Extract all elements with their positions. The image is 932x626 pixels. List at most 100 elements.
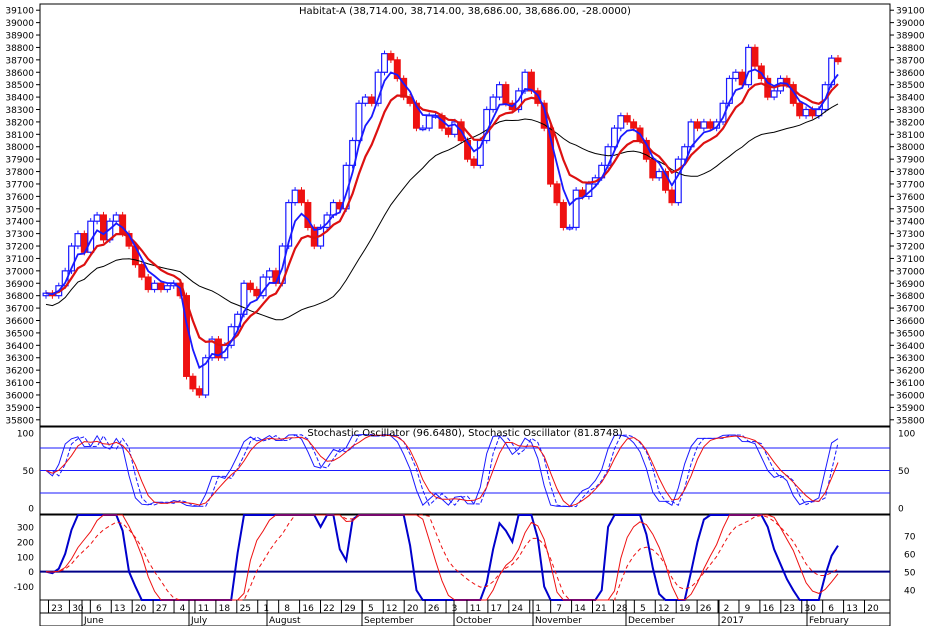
price-tick-label: 38500 (5, 81, 34, 91)
price-bar (381, 53, 388, 73)
moving-average-lines (45, 68, 839, 370)
time-day-label: 20 (867, 604, 879, 614)
time-day-label: 3 (452, 604, 458, 614)
price-bar (74, 233, 82, 247)
price-bar (687, 121, 695, 148)
time-day-label: 25 (240, 604, 251, 614)
price-tick-label: 36200 (5, 367, 34, 377)
price-bar (208, 338, 216, 359)
time-day-label: 11 (198, 604, 209, 614)
price-tick-label: 37400 (5, 218, 34, 228)
momentum-right-tick-label: 50 (904, 569, 916, 579)
price-bar (527, 71, 535, 92)
price-tick-label: 38600 (896, 69, 925, 79)
price-tick-label: 38800 (896, 44, 925, 54)
momentum-tick-label: 300 (17, 523, 34, 533)
price-bar (681, 146, 689, 160)
time-day-label: 22 (323, 604, 334, 614)
time-day-label: 26 (700, 604, 712, 614)
price-bar (68, 245, 76, 272)
time-day-label: 30 (72, 604, 84, 614)
time-day-label: 6 (96, 604, 102, 614)
price-tick-label: 37200 (896, 243, 925, 253)
price-tick-label: 37800 (896, 168, 925, 178)
stochastic-tick-label: 50 (898, 467, 910, 477)
price-tick-label: 38400 (896, 94, 925, 104)
price-bar (444, 127, 452, 135)
time-day-label: 2 (724, 604, 730, 614)
time-month-label: November (535, 616, 582, 626)
time-axis: 23 30 6 13 20 27 4 11 18 25 1 8 16 22 29 5 12 20 26 3 11 17 24… (40, 600, 890, 626)
price-bar (751, 46, 759, 67)
price-bar (253, 288, 261, 297)
momentum-tick-label: 100 (17, 553, 34, 563)
price-tick-label: 38000 (896, 143, 925, 153)
price-tick-label: 39000 (896, 19, 925, 29)
momentum-right-tick-label: 70 (904, 533, 916, 543)
price-tick-label: 37600 (5, 193, 34, 203)
time-day-label: 18 (219, 604, 231, 614)
price-bar (802, 108, 810, 117)
panel-frames (39, 3, 891, 626)
time-month-label: June (83, 616, 104, 626)
price-tick-label: 38700 (5, 56, 34, 66)
panel-frame (39, 514, 891, 601)
time-day-label: 1 (263, 604, 269, 614)
price-tick-label: 36000 (896, 391, 925, 401)
price-bar (202, 357, 210, 396)
price-tick-label: 36000 (5, 391, 34, 401)
momentum-line (45, 514, 839, 601)
price-tick-label: 37000 (896, 267, 925, 277)
stochastic-tick-label: 100 (898, 430, 915, 440)
price-tick-label: 35800 (5, 416, 34, 426)
time-day-label: 21 (595, 604, 606, 614)
stochastic-tick-label: 50 (23, 467, 35, 477)
price-tick-label: 36400 (896, 342, 925, 352)
price-tick-label: 36900 (896, 280, 925, 290)
momentum-panel: -100 0 100 200 300 40 50 60 70 (14, 514, 916, 601)
price-tick-label: 38200 (5, 118, 34, 128)
price-bar (329, 201, 337, 216)
time-day-label: 27 (156, 604, 167, 614)
price-tick-label: 38600 (5, 69, 34, 79)
price-bar (246, 282, 254, 291)
price-tick-label: 37700 (5, 180, 34, 190)
price-tick-label: 37200 (5, 243, 34, 253)
price-bar (361, 96, 369, 104)
price-bar (387, 53, 395, 61)
stochastic-tick-label: 0 (898, 505, 904, 515)
price-tick-label: 37100 (896, 255, 925, 265)
price-bars[interactable] (42, 44, 842, 399)
price-tick-label: 38300 (896, 106, 925, 116)
time-day-label: 7 (556, 604, 562, 614)
time-day-label: 19 (679, 604, 691, 614)
price-bar (419, 127, 427, 131)
price-bar (502, 84, 510, 104)
time-day-label: 23 (784, 604, 795, 614)
price-bar (144, 276, 152, 291)
price-bar (393, 59, 401, 80)
time-month-label: December (628, 616, 675, 626)
time-day-label: 14 (574, 604, 586, 614)
price-bar (496, 84, 503, 98)
price-tick-label: 37900 (896, 156, 925, 166)
momentum-tick-label: 200 (17, 538, 34, 548)
price-bar (649, 158, 657, 179)
chart-title: Habitat-A (38,714.00, 38,714.00, 38,686.… (299, 6, 631, 17)
time-day-label: 26 (428, 604, 440, 614)
price-bar (834, 57, 842, 63)
price-tick-label: 36200 (896, 367, 925, 377)
price-bar (553, 183, 561, 204)
time-day-label: 6 (828, 604, 834, 614)
price-tick-label: 37600 (896, 193, 925, 203)
price-tick-label: 36900 (5, 280, 34, 290)
time-day-label: 13 (846, 604, 857, 614)
stochastic-panel: 0 0 50 50 100 100 (17, 430, 916, 515)
price-bar (796, 102, 804, 117)
price-tick-label: 36800 (896, 292, 925, 302)
price-bar (151, 282, 159, 291)
stochastic-label: Stochastic Oscillator (96.6480), Stochas… (307, 428, 622, 439)
price-tick-label: 37100 (5, 255, 34, 265)
price-bar (706, 121, 714, 129)
